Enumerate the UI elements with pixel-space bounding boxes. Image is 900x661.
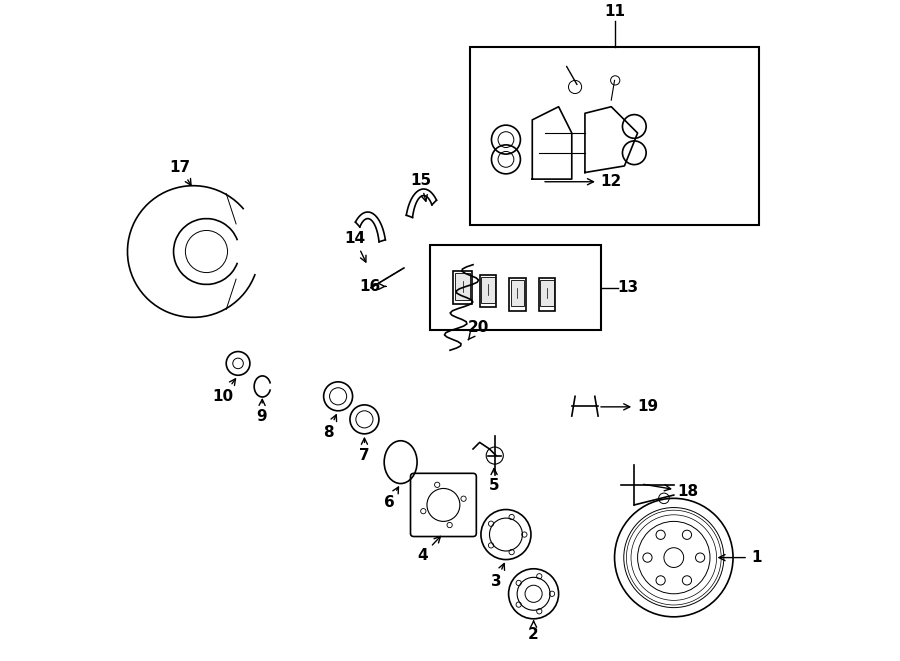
Circle shape bbox=[610, 76, 620, 85]
Text: 20: 20 bbox=[468, 320, 489, 340]
Text: 16: 16 bbox=[359, 279, 386, 294]
Bar bbox=[470, 48, 760, 225]
Text: 2: 2 bbox=[528, 621, 539, 642]
Bar bbox=[509, 278, 526, 311]
Text: 7: 7 bbox=[359, 438, 370, 463]
Text: 1: 1 bbox=[719, 550, 761, 565]
Text: 17: 17 bbox=[169, 160, 191, 185]
Text: 18: 18 bbox=[644, 485, 698, 499]
Text: 12: 12 bbox=[544, 175, 622, 189]
Text: 5: 5 bbox=[489, 469, 500, 492]
Text: 8: 8 bbox=[323, 414, 337, 440]
Text: 13: 13 bbox=[617, 280, 638, 295]
Bar bbox=[481, 276, 495, 303]
Text: 9: 9 bbox=[256, 399, 267, 424]
Circle shape bbox=[569, 81, 581, 94]
Text: 15: 15 bbox=[410, 173, 431, 201]
Bar bbox=[539, 278, 555, 311]
Bar bbox=[454, 273, 471, 299]
Text: 11: 11 bbox=[604, 4, 626, 19]
Bar bbox=[540, 280, 554, 306]
Text: 4: 4 bbox=[417, 536, 440, 563]
Bar bbox=[454, 271, 472, 304]
Text: 14: 14 bbox=[344, 231, 366, 262]
Text: 19: 19 bbox=[601, 399, 658, 414]
Text: 3: 3 bbox=[491, 564, 505, 590]
Bar bbox=[430, 245, 601, 330]
Text: 10: 10 bbox=[212, 379, 236, 404]
Bar bbox=[510, 280, 525, 306]
Bar bbox=[480, 274, 496, 307]
Text: 6: 6 bbox=[384, 487, 399, 510]
